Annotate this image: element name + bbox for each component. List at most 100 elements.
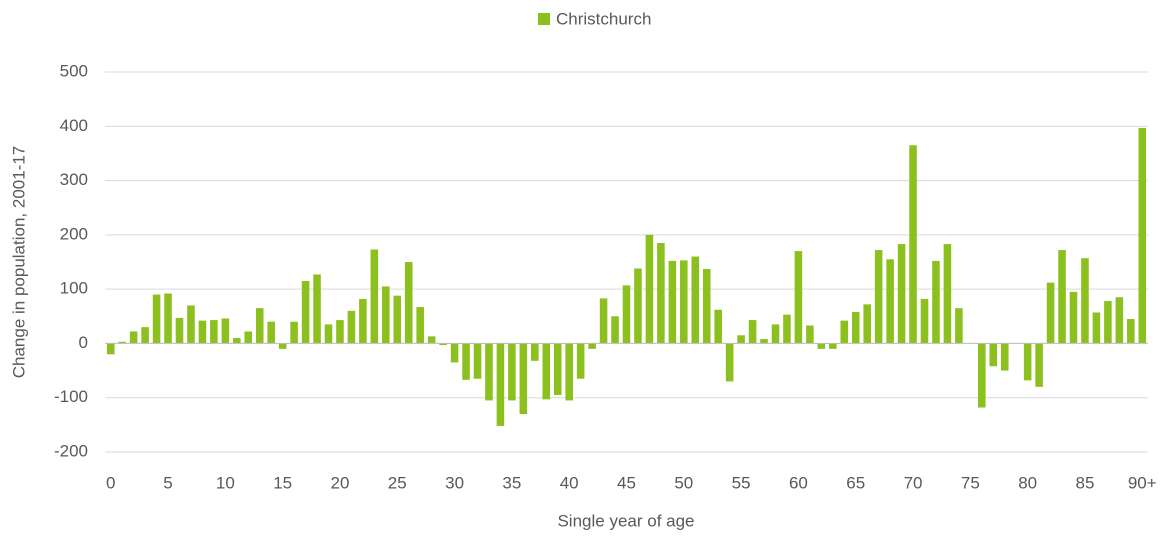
bar (817, 343, 826, 349)
bar (1081, 258, 1089, 344)
bar (851, 311, 860, 344)
x-tick-label: 5 (163, 473, 172, 492)
bar (909, 145, 917, 344)
bar (920, 298, 929, 344)
bar (439, 343, 447, 346)
legend-swatch (538, 13, 550, 25)
bar (989, 343, 998, 367)
bar (198, 320, 207, 344)
y-tick-label: 300 (60, 170, 88, 189)
bar (324, 324, 333, 344)
x-tick-label: 40 (560, 473, 579, 492)
bar (336, 320, 344, 344)
bar (714, 309, 722, 344)
bar (794, 251, 803, 344)
bar (519, 343, 528, 414)
bar (691, 256, 700, 344)
x-tick-label: 55 (732, 473, 751, 492)
bar (874, 250, 883, 344)
x-tick-label: 25 (388, 473, 407, 492)
bar (542, 343, 551, 400)
bar (210, 320, 218, 344)
bar (1138, 127, 1147, 344)
bar (1127, 319, 1135, 344)
bar (129, 331, 138, 344)
x-axis-title: Single year of age (557, 511, 694, 530)
x-tick-label: 10 (216, 473, 235, 492)
bar (164, 293, 172, 344)
bar (187, 305, 195, 344)
x-tick-label: 30 (445, 473, 464, 492)
x-tick-label: 50 (674, 473, 693, 492)
bar (645, 234, 654, 344)
bar (175, 317, 184, 344)
bar (473, 343, 482, 379)
x-tick-label: 60 (789, 473, 808, 492)
bar (783, 314, 791, 344)
bar (840, 320, 849, 344)
x-tick-label: 70 (904, 473, 923, 492)
bar (496, 343, 505, 426)
y-axis-title: Change in population, 2001-17 (9, 146, 28, 379)
bar (668, 260, 677, 344)
bar (370, 249, 379, 344)
bar (118, 341, 126, 344)
bar (760, 339, 768, 344)
bar (565, 343, 573, 401)
bar (886, 259, 894, 344)
bar (702, 269, 711, 344)
y-tick-label: 500 (60, 61, 88, 80)
bar (141, 327, 149, 344)
bar (462, 343, 470, 380)
y-tick-label: 200 (60, 224, 88, 243)
y-tick-label: 0 (79, 333, 88, 352)
bar (347, 310, 356, 344)
bar (978, 343, 986, 408)
bar (943, 244, 952, 344)
bar (1000, 343, 1009, 371)
bar (725, 343, 734, 382)
x-tick-label: 15 (273, 473, 292, 492)
x-tick-label: 85 (1076, 473, 1095, 492)
bar (233, 338, 241, 344)
bar (771, 324, 780, 344)
bar (416, 307, 424, 344)
bar (290, 321, 298, 344)
bar (748, 320, 757, 344)
bar (576, 343, 585, 379)
bar (737, 335, 745, 344)
bar (1069, 291, 1078, 344)
bar (829, 343, 837, 349)
bar (680, 260, 688, 344)
bar (106, 343, 115, 355)
bar (897, 244, 906, 344)
x-tick-label: 45 (617, 473, 636, 492)
bar (427, 336, 436, 344)
y-tick-label: 400 (60, 116, 88, 135)
x-tick-label: 90+ (1128, 473, 1157, 492)
bar (152, 294, 161, 344)
bar (1046, 282, 1055, 344)
bar (1058, 250, 1066, 344)
bar (267, 321, 275, 344)
x-tick-label: 20 (331, 473, 350, 492)
bar (863, 304, 871, 344)
bar (1035, 343, 1043, 387)
bar (611, 316, 619, 344)
bar (657, 243, 665, 344)
bar (359, 298, 367, 344)
y-tick-label: -200 (54, 441, 88, 460)
bar (622, 285, 631, 344)
bar (382, 286, 390, 344)
bar (450, 343, 459, 363)
bar (221, 318, 230, 344)
bar (1023, 343, 1032, 381)
legend-label: Christchurch (556, 9, 651, 28)
bar (955, 308, 963, 344)
bar (278, 343, 287, 349)
x-tick-label: 65 (846, 473, 865, 492)
bar (485, 343, 493, 401)
bar (508, 343, 516, 401)
x-tick-label: 0 (106, 473, 115, 492)
